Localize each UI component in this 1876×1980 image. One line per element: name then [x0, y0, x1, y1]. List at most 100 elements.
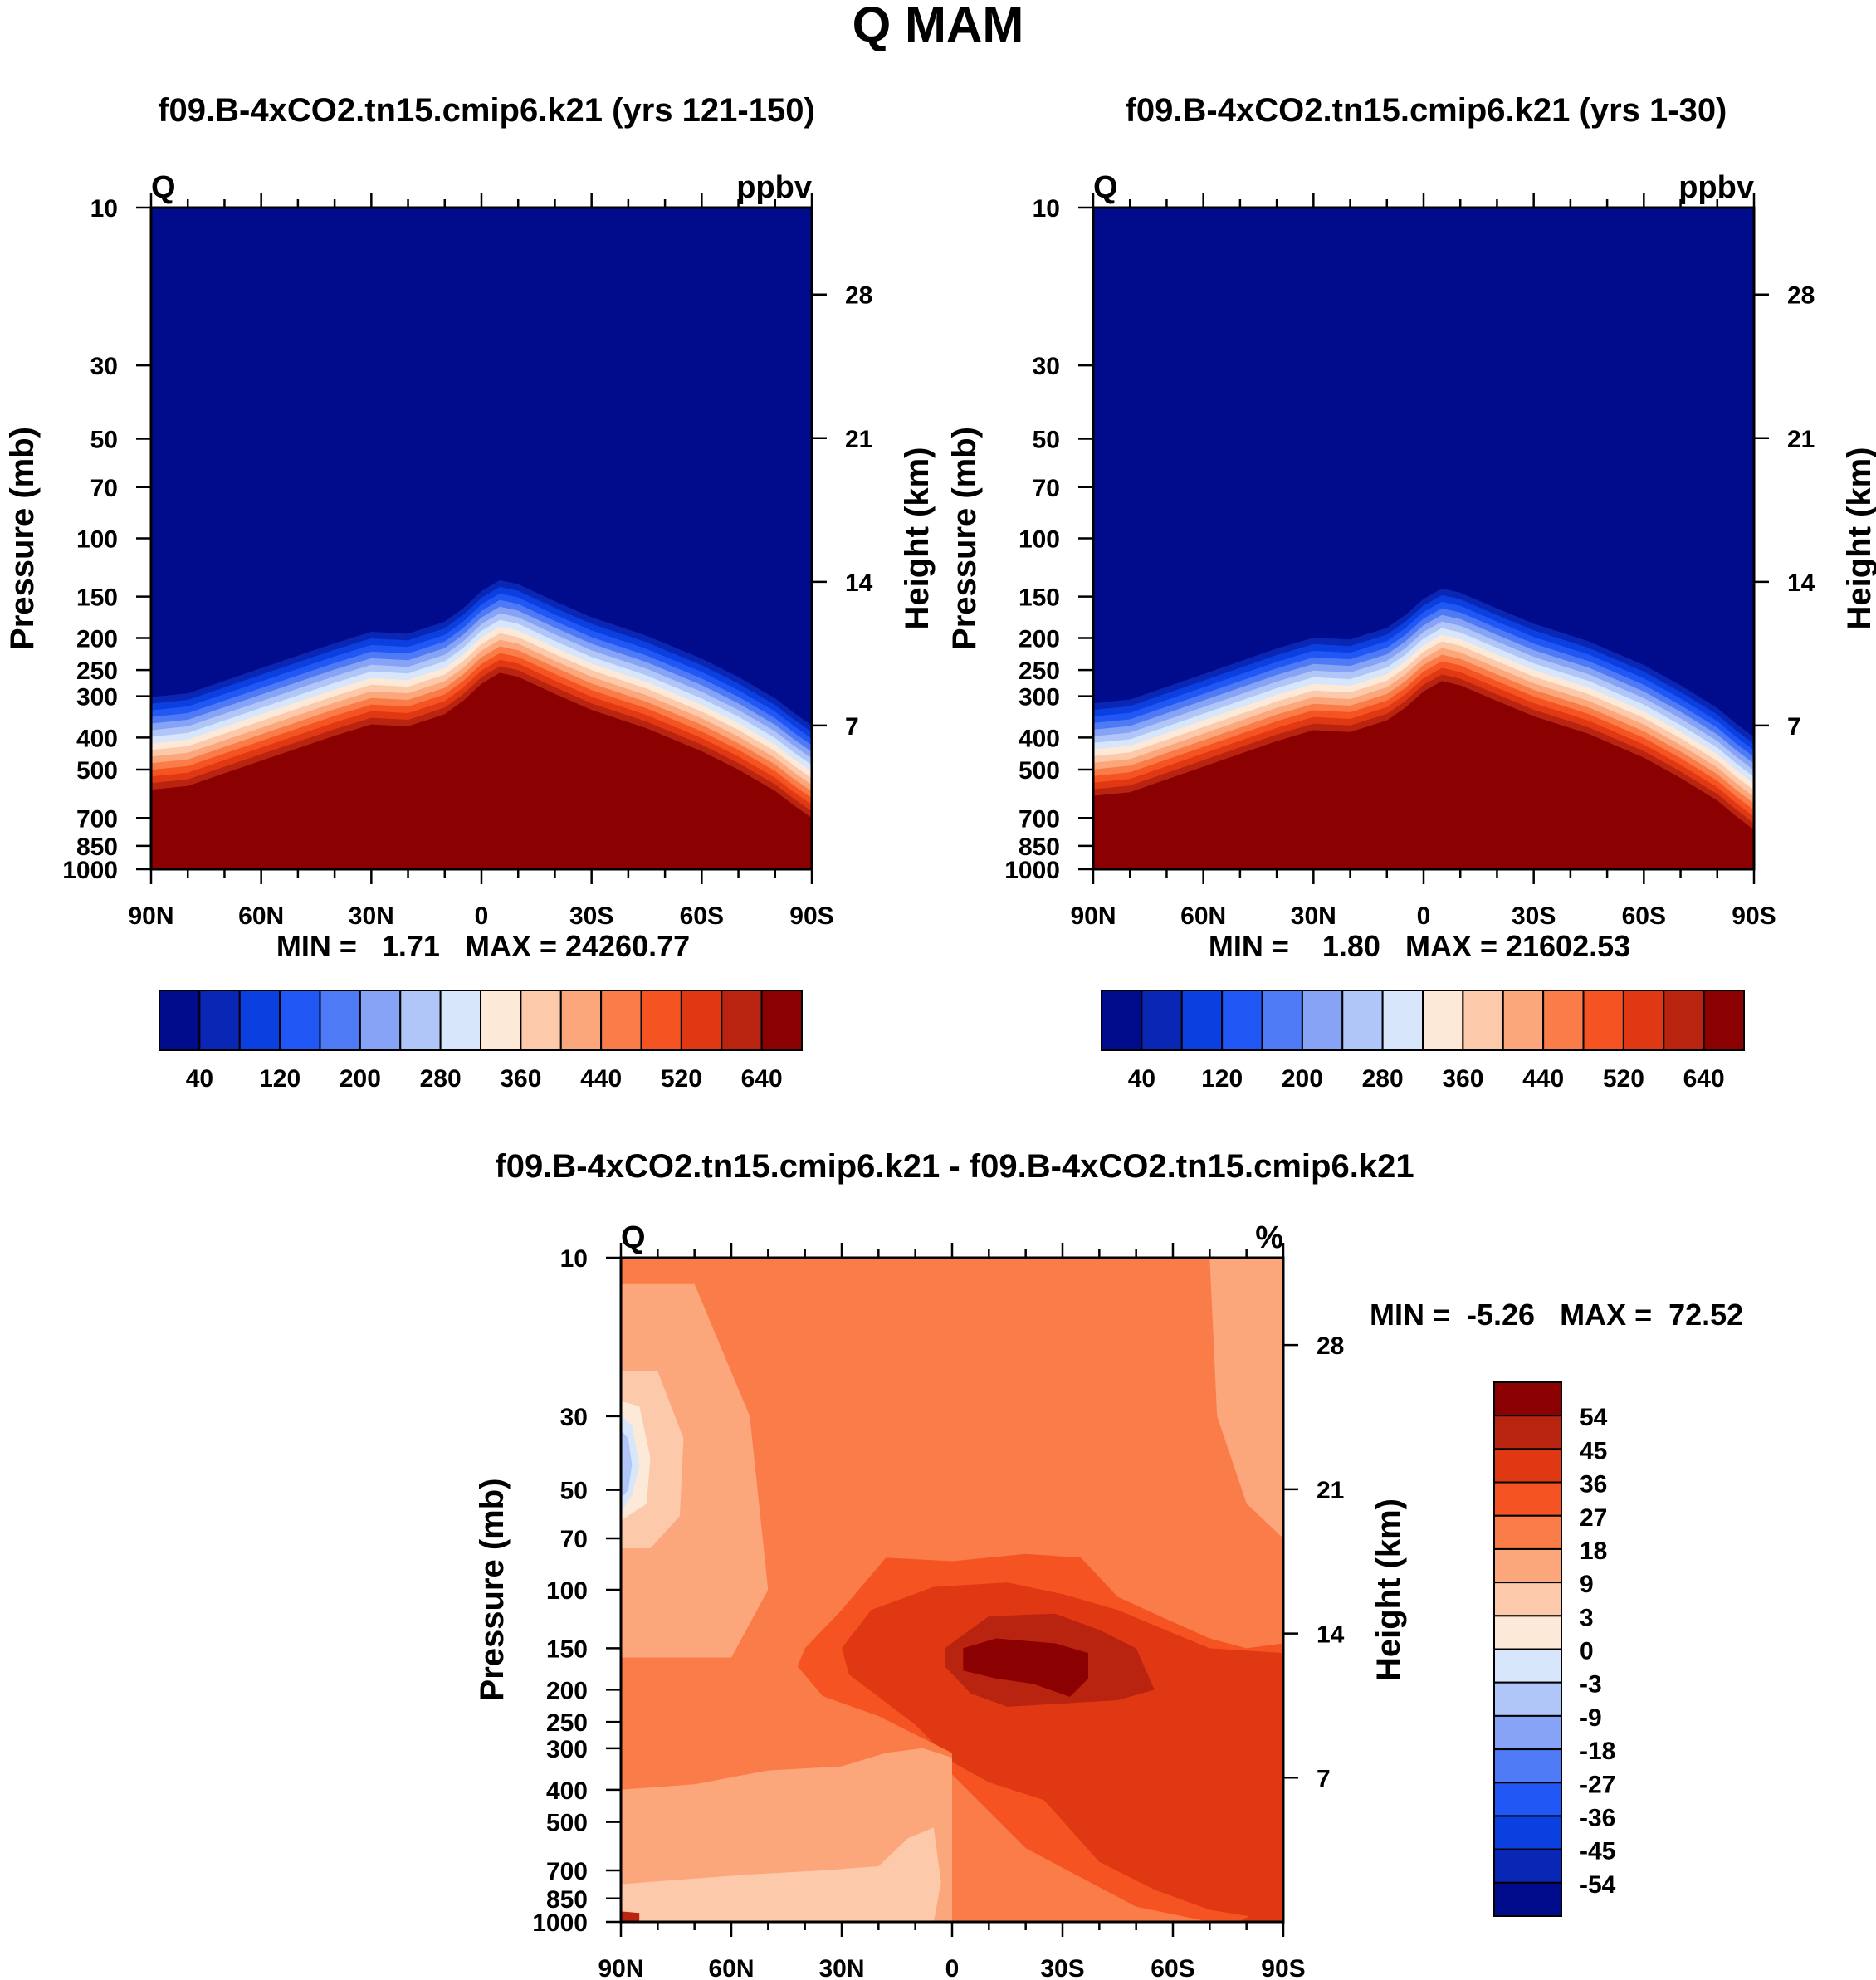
contour-field: [1093, 208, 1754, 869]
y-tick-label: 850: [76, 834, 118, 861]
colorbar-label: 36: [1580, 1471, 1607, 1498]
y-tick-label: 700: [76, 805, 118, 833]
y-tick-label: 200: [1019, 625, 1060, 653]
contour-field: [151, 208, 812, 869]
contour-region-12: [621, 1827, 941, 1922]
colorbar-swatch: [1493, 1514, 1562, 1550]
y-tick-label: 200: [76, 625, 118, 653]
colorbar-label: -27: [1580, 1771, 1615, 1798]
colorbar-swatch: [1493, 1681, 1562, 1717]
colorbar-label: 200: [1282, 1065, 1323, 1093]
y-tick-label: 100: [546, 1577, 588, 1605]
colorbar-swatch: [1493, 1381, 1562, 1417]
contour-field: [621, 1258, 1283, 1922]
colorbar: 40 120 200 280 360 440 520 640: [1101, 990, 1745, 1093]
y-right-axis-label: Height (km): [1370, 1498, 1407, 1681]
colorbar-swatch: [520, 990, 562, 1051]
y-tick-label: 150: [546, 1635, 588, 1663]
colorbar-label: 360: [1442, 1065, 1483, 1093]
y-right-tick-label: 28: [1317, 1332, 1344, 1360]
colorbar-swatch: [1622, 990, 1665, 1051]
y-tick-label: 50: [560, 1478, 588, 1505]
y-right-tick-label: 7: [845, 713, 859, 741]
y-tick-label: 50: [90, 427, 118, 454]
panel-difference: f09.B-4xCO2.tn15.cmip6.k21 - f09.B-4xCO2…: [474, 1148, 1743, 1980]
variable-label: Q: [621, 1220, 646, 1255]
colorbar-label: -54: [1580, 1871, 1616, 1899]
colorbar-swatch: [1381, 990, 1424, 1051]
x-tick-label: 0: [1417, 902, 1431, 930]
colorbar-swatch: [439, 990, 481, 1051]
y-tick-label: 1000: [1004, 857, 1060, 884]
y-tick-label: 1000: [62, 857, 118, 884]
y-right-tick-label: 14: [1787, 570, 1815, 597]
colorbar-label: 45: [1580, 1437, 1607, 1464]
y-axis-label: Pressure (mb): [4, 427, 41, 650]
y-tick-label: 150: [76, 584, 118, 612]
variable-label: Q: [1093, 170, 1118, 205]
y-tick-label: 50: [1033, 427, 1060, 454]
contour-band-15: [1093, 681, 1754, 869]
min-max-label: MIN = 1.80 MAX = 21602.53: [1209, 929, 1630, 963]
y-tick-label: 100: [1019, 526, 1060, 554]
x-tick-label: 30N: [818, 1955, 864, 1980]
x-tick-label: 30N: [349, 902, 394, 930]
y-tick-label: 500: [546, 1810, 588, 1837]
x-tick-label: 60S: [1622, 902, 1666, 930]
colorbar-swatch: [1493, 1748, 1562, 1784]
y-tick-label: 30: [1033, 353, 1060, 380]
y-tick-label: 300: [546, 1736, 588, 1763]
colorbar-label: -45: [1580, 1838, 1615, 1865]
y-axis-label: Pressure (mb): [946, 427, 983, 650]
contour-region-13: [621, 1911, 640, 1922]
colorbar-swatch: [1542, 990, 1585, 1051]
y-tick-label: 250: [546, 1709, 588, 1737]
colorbar-label: 40: [1128, 1065, 1155, 1093]
colorbar-label: -9: [1580, 1704, 1602, 1732]
y-tick-label: 500: [1019, 757, 1060, 785]
contour-region-5: [621, 1430, 633, 1498]
contour-region-14: [1238, 1882, 1283, 1922]
colorbar-swatch: [1703, 990, 1745, 1051]
y-axis-label: Pressure (mb): [474, 1479, 511, 1702]
colorbar-swatch: [1493, 1782, 1562, 1817]
y-tick-label: 10: [90, 195, 118, 222]
panel-title: f09.B-4xCO2.tn15.cmip6.k21 - f09.B-4xCO2…: [495, 1148, 1414, 1185]
colorbar-swatch: [1101, 990, 1143, 1051]
y-tick-label: 700: [546, 1858, 588, 1885]
contour-region-1: [1209, 1258, 1283, 1538]
colorbar-swatch: [238, 990, 281, 1051]
colorbar-swatch: [159, 990, 201, 1051]
x-tick-label: 0: [945, 1955, 960, 1980]
colorbar: 40 120 200 280 360 440 520 640: [159, 990, 803, 1093]
min-max-label: MIN = -5.26 MAX = 72.52: [1370, 1298, 1743, 1332]
colorbar-swatch: [1493, 1448, 1562, 1484]
y-right-axis-label: Height (km): [1841, 447, 1876, 630]
colorbar-label: 640: [1683, 1065, 1725, 1093]
colorbar-swatch: [1663, 990, 1705, 1051]
x-tick-label: 30S: [1040, 1955, 1084, 1980]
colorbar-swatch: [319, 990, 361, 1051]
y-tick-label: 700: [1019, 805, 1060, 833]
x-tick-label: 90N: [598, 1955, 643, 1980]
y-tick-label: 150: [1019, 584, 1060, 612]
colorbar-label: 18: [1580, 1538, 1607, 1565]
x-tick-label: 30S: [569, 902, 613, 930]
panel-title: f09.B-4xCO2.tn15.cmip6.k21 (yrs 121-150): [158, 92, 815, 129]
colorbar-label: 120: [259, 1065, 300, 1093]
y-tick-label: 400: [76, 725, 118, 752]
y-tick-label: 10: [1033, 195, 1060, 222]
colorbar-swatch: [1493, 1547, 1562, 1584]
colorbar-label: 640: [741, 1065, 783, 1093]
colorbar-swatch: [1493, 1881, 1562, 1917]
colorbar-label: 280: [420, 1065, 462, 1093]
colorbar-label: 200: [340, 1065, 381, 1093]
variable-label: Q: [151, 170, 176, 205]
colorbar-swatch: [760, 990, 803, 1051]
colorbar-swatch: [1502, 990, 1545, 1051]
colorbar-label: -36: [1580, 1804, 1615, 1831]
x-tick-label: 60S: [680, 902, 724, 930]
colorbar-swatch: [1422, 990, 1464, 1051]
colorbar-label: 9: [1580, 1571, 1594, 1598]
